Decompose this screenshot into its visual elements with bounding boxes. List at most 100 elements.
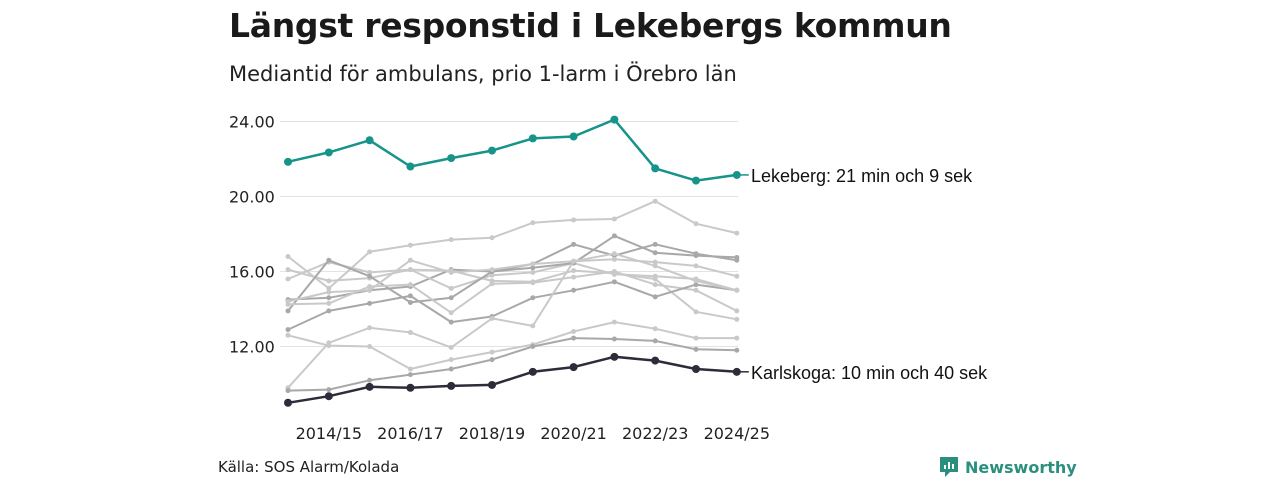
background-series-point bbox=[285, 254, 291, 259]
background-series-line bbox=[287, 200, 738, 290]
background-series-point bbox=[448, 344, 454, 350]
background-series-point bbox=[734, 316, 740, 322]
x-tick-label: 2024/25 bbox=[704, 424, 770, 443]
background-series-point bbox=[448, 295, 454, 301]
background-series-point bbox=[611, 336, 617, 342]
background-series-point bbox=[367, 377, 373, 383]
background-series-point bbox=[571, 274, 577, 280]
background-series-point bbox=[693, 346, 699, 352]
karlskoga-series-point bbox=[528, 367, 537, 376]
lekeberg-series-point bbox=[651, 164, 660, 173]
brand-name: Newsworthy bbox=[965, 457, 1077, 477]
background-series-point bbox=[693, 253, 699, 259]
background-series-point bbox=[571, 217, 577, 223]
background-series-point bbox=[326, 295, 332, 301]
background-series-point bbox=[448, 285, 454, 291]
background-series-point bbox=[611, 233, 617, 239]
background-series-point bbox=[285, 308, 291, 314]
background-series-line bbox=[287, 337, 737, 392]
background-series-point bbox=[489, 357, 495, 363]
background-series-point bbox=[367, 269, 373, 275]
x-tick-label: 2022/23 bbox=[622, 424, 688, 443]
karlskoga-series-point bbox=[406, 383, 415, 392]
y-tick-label: 20.00 bbox=[229, 188, 275, 207]
background-series-point bbox=[407, 242, 413, 248]
background-series-point bbox=[611, 269, 617, 274]
background-series-point bbox=[571, 268, 577, 274]
lekeberg-series-point bbox=[284, 157, 292, 166]
background-series-point bbox=[530, 265, 536, 271]
background-series-line bbox=[287, 280, 737, 331]
background-series-point bbox=[693, 221, 699, 227]
background-series-point bbox=[530, 344, 536, 349]
background-series-point bbox=[693, 335, 699, 341]
background-series-point bbox=[652, 326, 658, 332]
background-series-point bbox=[611, 319, 617, 325]
background-series-point bbox=[407, 257, 413, 263]
background-series-point bbox=[530, 295, 536, 301]
background-series-point bbox=[367, 284, 373, 289]
background-series-point bbox=[611, 251, 617, 257]
background-series-point bbox=[489, 235, 495, 241]
karlskoga-series-point bbox=[569, 363, 578, 372]
background-series-point bbox=[285, 276, 291, 282]
background-series-line bbox=[287, 321, 737, 370]
background-series-point bbox=[652, 282, 658, 288]
background-series-point bbox=[693, 309, 699, 315]
background-series-point bbox=[734, 230, 740, 236]
background-series-point bbox=[734, 254, 740, 260]
background-series-point bbox=[448, 269, 454, 275]
background-series-point bbox=[326, 308, 332, 314]
lekeberg-series-point bbox=[528, 134, 537, 143]
background-series-point bbox=[652, 276, 658, 282]
x-tick-label: 2016/17 bbox=[377, 424, 443, 443]
background-series-point bbox=[285, 332, 291, 338]
background-series-point bbox=[367, 300, 373, 306]
lekeberg-series-point bbox=[569, 132, 578, 141]
background-series-point bbox=[693, 278, 699, 284]
background-series-point bbox=[448, 310, 454, 316]
lekeberg-series-point bbox=[488, 146, 496, 155]
lekeberg-series-point bbox=[447, 154, 456, 163]
background-series-line bbox=[287, 262, 738, 292]
background-series-point bbox=[611, 216, 617, 222]
background-series-point bbox=[571, 335, 577, 341]
background-series-point bbox=[285, 267, 291, 273]
background-series-point bbox=[326, 289, 332, 295]
y-tick-label: 24.00 bbox=[229, 113, 275, 132]
background-series-line bbox=[287, 270, 738, 314]
karlskoga-series-point bbox=[651, 356, 660, 365]
background-series-point bbox=[734, 287, 740, 293]
karlskoga-series-point bbox=[365, 382, 374, 391]
karlskoga-series-point bbox=[610, 352, 619, 361]
lekeberg-series-point bbox=[365, 136, 374, 145]
background-series-point bbox=[652, 294, 658, 300]
lekeberg-series-label: Lekeberg: 21 min och 9 sek bbox=[751, 166, 973, 186]
background-series-point bbox=[448, 357, 454, 363]
background-series-point bbox=[611, 279, 617, 285]
background-series-point bbox=[407, 299, 413, 305]
background-series-point bbox=[489, 349, 495, 355]
background-series-point bbox=[734, 335, 740, 341]
background-series-point bbox=[489, 267, 495, 273]
background-series-line bbox=[287, 261, 737, 321]
karlskoga-series-point bbox=[488, 380, 496, 389]
background-series-point bbox=[611, 256, 617, 262]
chart-title: Längst responstid i Lekebergs kommun bbox=[229, 6, 952, 45]
background-series-point bbox=[693, 287, 699, 293]
background-series-point bbox=[734, 308, 740, 314]
background-series-point bbox=[693, 263, 699, 269]
background-series-point bbox=[652, 198, 658, 204]
background-series-point bbox=[448, 237, 454, 243]
background-series-point bbox=[489, 272, 495, 278]
y-tick-label: 12.00 bbox=[229, 338, 275, 357]
karlskoga-series-point bbox=[447, 381, 456, 390]
y-tick-label: 16.00 bbox=[229, 263, 275, 282]
background-series-point bbox=[734, 273, 740, 279]
background-series-point bbox=[326, 340, 332, 346]
background-series-point bbox=[571, 241, 577, 247]
background-series-point bbox=[530, 323, 536, 329]
background-series-point bbox=[530, 280, 536, 286]
background-series-point bbox=[285, 327, 291, 333]
